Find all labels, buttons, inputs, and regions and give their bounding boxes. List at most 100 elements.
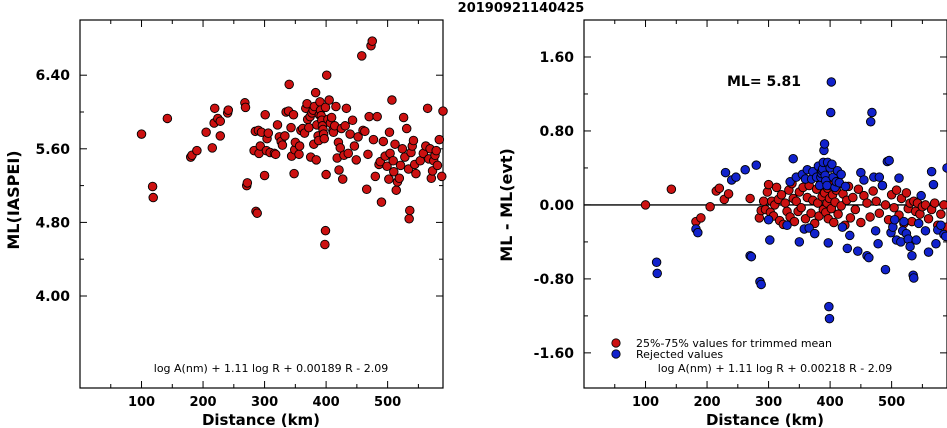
right-data-point-1	[889, 214, 900, 225]
legend-marker-trimmed	[611, 338, 621, 348]
left-data-point-0	[345, 129, 355, 139]
left-data-point-0	[376, 197, 387, 207]
left-y-tick-label: 5.60	[35, 142, 70, 158]
right-data-point-0	[853, 184, 864, 194]
left-data-point-0	[389, 167, 399, 177]
right-data-point-1	[907, 251, 917, 261]
right-data-point-1	[731, 172, 741, 182]
right-data-point-1	[765, 235, 775, 245]
left-data-point-0	[341, 103, 352, 114]
right-data-point-1	[899, 216, 909, 227]
left-data-point-0	[394, 173, 405, 183]
left-data-point-0	[201, 127, 211, 137]
right-x-tick-label: 500	[878, 395, 905, 410]
left-data-point-0	[347, 115, 358, 126]
right-data-point-1	[923, 247, 934, 257]
left-data-point-0	[304, 122, 314, 133]
right-data-point-1	[853, 246, 863, 256]
left-data-point-0	[148, 192, 158, 203]
left-data-point-0	[294, 149, 304, 160]
right-data-point-0	[776, 190, 787, 200]
left-data-point-0	[357, 51, 367, 61]
right-data-point-1	[751, 160, 762, 170]
left-data-point-0	[215, 131, 226, 141]
right-data-point-0	[780, 198, 790, 208]
left-data-point-0	[310, 87, 321, 98]
right-data-point-1	[913, 218, 924, 229]
right-data-point-1	[905, 241, 915, 252]
left-data-points	[136, 36, 448, 250]
left-data-point-0	[378, 136, 389, 147]
right-data-point-1	[822, 180, 832, 191]
left-data-point-0	[390, 139, 400, 149]
right-data-point-1	[782, 220, 792, 231]
right-data-point-1	[720, 167, 731, 178]
right-data-point-0	[666, 184, 677, 194]
left-data-point-0	[284, 79, 294, 90]
right-data-point-1	[740, 165, 750, 175]
right-data-point-1	[693, 227, 703, 238]
left-data-point-0	[209, 103, 220, 114]
right-data-point-1	[865, 116, 876, 127]
left-data-point-0	[337, 174, 348, 184]
right-data-point-0	[806, 208, 816, 218]
right-data-point-1	[763, 214, 774, 225]
right-data-point-1	[936, 220, 946, 231]
left-data-point-0	[331, 101, 341, 112]
right-data-point-0	[791, 196, 802, 206]
left-data-point-0	[432, 160, 443, 171]
legend-marker-rejected	[611, 349, 621, 359]
left-data-point-0	[368, 134, 379, 145]
left-y-axis-label: ML(IASPEI)	[4, 150, 23, 249]
left-data-point-0	[360, 126, 370, 137]
right-data-point-1	[867, 107, 877, 118]
legend: 25%-75% values for trimmed mean Rejected…	[611, 337, 832, 361]
right-data-point-0	[871, 196, 881, 206]
left-data-point-0	[334, 165, 344, 175]
left-data-point-0	[434, 134, 445, 145]
left-data-point-0	[252, 208, 262, 218]
right-data-point-1	[827, 159, 837, 169]
left-y-tick-label: 4.00	[35, 289, 70, 305]
right-y-axis-label: ML - ML(evt)	[497, 148, 516, 262]
left-x-axis-label: Distance (km)	[202, 411, 320, 428]
left-formula-label: log A(nm) + 1.11 log R + 0.00189 R - 2.0…	[154, 362, 388, 375]
left-data-point-0	[277, 140, 288, 150]
right-data-point-1	[916, 190, 926, 201]
right-data-point-0	[836, 201, 846, 211]
left-data-point-0	[319, 133, 330, 144]
left-data-point-0	[364, 111, 374, 122]
left-data-point-0	[372, 111, 382, 122]
left-data-point-0	[361, 184, 372, 195]
left-plot-frame	[79, 19, 444, 389]
right-x-axis-label: Distance (km)	[706, 411, 824, 428]
right-data-point-1	[870, 226, 881, 236]
left-data-point-0	[280, 131, 290, 141]
left-data-point-0	[335, 143, 346, 153]
right-data-point-1	[909, 273, 919, 283]
right-data-point-0	[874, 208, 885, 218]
right-data-point-0	[800, 214, 811, 224]
left-data-point-0	[192, 145, 202, 156]
left-x-tick-label: 300	[251, 395, 278, 410]
right-axis-ticks: 100 200 300 400 500 -1.60 -0.80 0.00 0.80 1.60	[534, 20, 947, 410]
right-data-point-0	[901, 188, 912, 198]
right-data-point-1	[794, 237, 805, 247]
left-data-point-0	[289, 168, 299, 179]
right-data-point-0	[714, 183, 725, 194]
left-data-point-0	[320, 225, 331, 236]
left-data-point-0	[288, 110, 299, 120]
right-data-point-0	[758, 196, 769, 206]
right-data-point-1	[920, 226, 931, 236]
right-data-point-1	[877, 180, 888, 191]
right-plot-frame	[583, 19, 947, 389]
right-data-point-1	[942, 163, 947, 173]
right-data-point-1	[941, 231, 947, 242]
right-data-point-1	[911, 235, 921, 245]
left-data-point-0	[404, 213, 414, 224]
right-data-point-0	[771, 182, 782, 193]
right-data-point-1	[809, 228, 820, 239]
left-data-point-0	[147, 181, 158, 192]
right-data-point-0	[640, 200, 651, 210]
